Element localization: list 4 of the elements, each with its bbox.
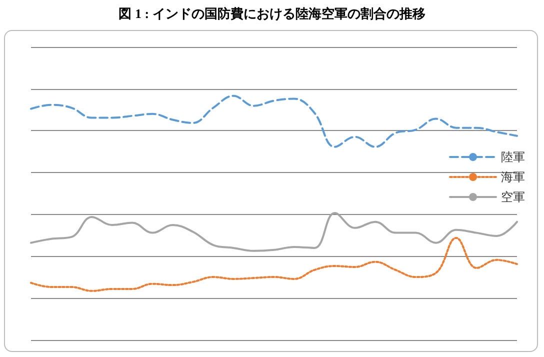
chart-title: 図 1 : インドの国防費における陸海空軍の割合の推移 — [118, 6, 426, 21]
legend-label: 陸軍 — [501, 150, 525, 164]
legend-label: 海軍 — [501, 170, 525, 184]
legend-label: 空軍 — [501, 190, 525, 204]
